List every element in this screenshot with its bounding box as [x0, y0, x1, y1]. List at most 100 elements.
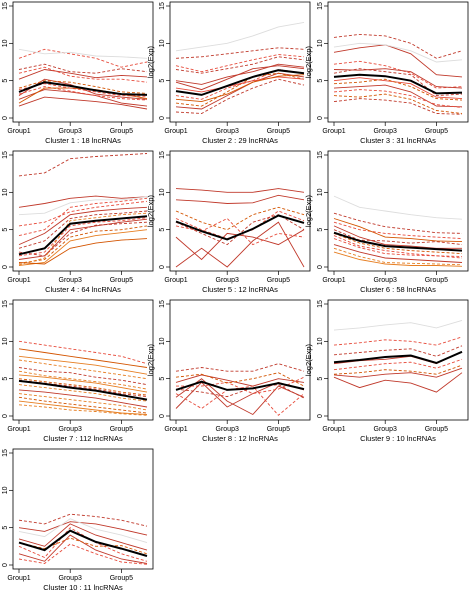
x-tick-label: Group1 — [164, 426, 187, 433]
y-tick-label: 15 — [159, 2, 166, 10]
plot-frame — [169, 1, 311, 123]
plot-frame — [12, 448, 154, 570]
x-tick-label: Group1 — [322, 277, 345, 284]
y-tick-label: 5 — [2, 79, 9, 83]
series-line-7 — [18, 384, 148, 402]
x-tick-label: Group5 — [425, 277, 448, 284]
series-line-12 — [18, 221, 148, 257]
x-tick-label: Group1 — [7, 128, 30, 135]
cluster-panel-3: 0 5 10 15 log2(Exp) Group1 Group3 Group5Cluster… — [304, 1, 469, 145]
series-line-12 — [333, 251, 463, 267]
y-tick-label: 0 — [159, 116, 166, 120]
series-line-11 — [18, 400, 148, 415]
x-tick-label: Group1 — [164, 277, 187, 284]
cluster-panel-2: 0 5 10 15 log2(Exp) Group1 Group3 Group5Cluster… — [146, 1, 311, 145]
series-line-1 — [18, 153, 148, 177]
series-line-8 — [18, 86, 148, 101]
y-axis-label: log2(Exp) — [304, 45, 313, 78]
y-axis-label: log2(Exp) — [146, 45, 155, 78]
y-tick-label: 5 — [159, 79, 166, 83]
y-tick-label: 5 — [317, 79, 324, 83]
series-line-8 — [333, 247, 463, 266]
cluster-centroid-line — [175, 69, 305, 96]
series-line-6 — [333, 367, 463, 378]
series-line-7 — [18, 96, 148, 110]
series-line-4 — [18, 218, 148, 260]
cluster-panel-6: 0 5 10 15 log2(Exp) Group1 Group3 Group5Cluster… — [304, 150, 469, 294]
y-tick-label: 10 — [2, 188, 9, 196]
y-tick-label: 0 — [317, 116, 324, 120]
y-tick-label: 0 — [159, 414, 166, 418]
series-line-11 — [333, 42, 463, 63]
series-line-1 — [175, 47, 305, 59]
series-line-4 — [175, 229, 305, 261]
y-tick-label: 15 — [2, 300, 9, 308]
series-line-2 — [18, 69, 148, 80]
series-line-3 — [18, 200, 148, 227]
cluster-centroid-line — [175, 380, 305, 391]
series-line-6 — [18, 210, 148, 249]
cluster-centroid-line — [333, 231, 463, 252]
cluster-title: Cluster 8 : 12 lncRNAs — [202, 434, 278, 443]
series-line-2 — [175, 72, 305, 110]
series-line-7 — [175, 372, 305, 387]
plot-frame — [327, 1, 469, 123]
x-tick-label: Group5 — [425, 128, 448, 135]
series-line-6 — [176, 376, 305, 395]
series-line-6 — [175, 221, 305, 268]
y-tick-label: 10 — [159, 337, 166, 345]
series-line-5 — [175, 72, 305, 107]
cluster-title: Cluster 9 : 10 lncRNAs — [360, 434, 436, 443]
x-tick-label: Group3 — [59, 277, 82, 284]
series-line-12 — [333, 89, 463, 108]
cluster-title: Cluster 1 : 18 lncRNAs — [45, 136, 121, 145]
x-tick-label: Group3 — [216, 426, 239, 433]
series-line-12 — [18, 370, 148, 390]
cluster-centroid-line — [333, 350, 463, 365]
series-line-8 — [175, 206, 305, 231]
y-tick-label: 10 — [2, 486, 9, 494]
series-line-5 — [333, 358, 463, 371]
series-line-5 — [18, 225, 148, 264]
series-line-2 — [18, 195, 148, 208]
series-line-6 — [333, 238, 463, 259]
series-line-14 — [18, 355, 148, 375]
series-line-1 — [18, 340, 148, 365]
series-line-10 — [175, 54, 305, 73]
series-line-1 — [333, 33, 463, 59]
cluster-panel-4: 0 5 10 15 log2(Exp) Group1 Group3 Group5Cluster… — [2, 150, 154, 294]
plot-frame — [12, 299, 154, 421]
cluster-panel-5: 0 5 10 15 log2(Exp) Group1 Group3 Group5Cluster… — [146, 150, 311, 294]
series-line-7 — [18, 229, 148, 266]
y-tick-label: 10 — [317, 337, 324, 345]
series-line-9 — [18, 217, 148, 257]
y-tick-label: 5 — [159, 228, 166, 232]
y-tick-label: 10 — [159, 39, 166, 47]
series-line-5 — [333, 93, 463, 114]
plot-frame — [327, 299, 469, 421]
y-tick-label: 5 — [317, 228, 324, 232]
x-tick-label: Group5 — [267, 128, 290, 135]
cluster-title: Cluster 10 : 11 lncRNAs — [43, 583, 123, 592]
y-tick-label: 5 — [2, 526, 9, 530]
x-tick-label: Group1 — [322, 426, 345, 433]
x-tick-label: Group5 — [267, 277, 290, 284]
series-line-2 — [175, 194, 305, 204]
y-tick-label: 0 — [317, 265, 324, 269]
series-line-4 — [333, 225, 462, 249]
series-line-6 — [333, 68, 463, 97]
series-line-3 — [18, 48, 148, 68]
series-line-7 — [18, 543, 148, 565]
series-line-2 — [175, 374, 305, 387]
series-line-2 — [333, 212, 463, 234]
series-line-7 — [175, 76, 305, 93]
series-line-8 — [333, 98, 463, 115]
series-line-3 — [333, 221, 463, 240]
series-line-9 — [333, 78, 463, 101]
x-tick-label: Group3 — [374, 277, 397, 284]
cluster-panel-10: 051015log2(Exp)Group1Group3Group5Cluster… — [2, 448, 154, 592]
cluster-centroid-line — [18, 81, 148, 96]
series-line-5 — [175, 385, 305, 416]
series-line-10 — [333, 68, 463, 89]
